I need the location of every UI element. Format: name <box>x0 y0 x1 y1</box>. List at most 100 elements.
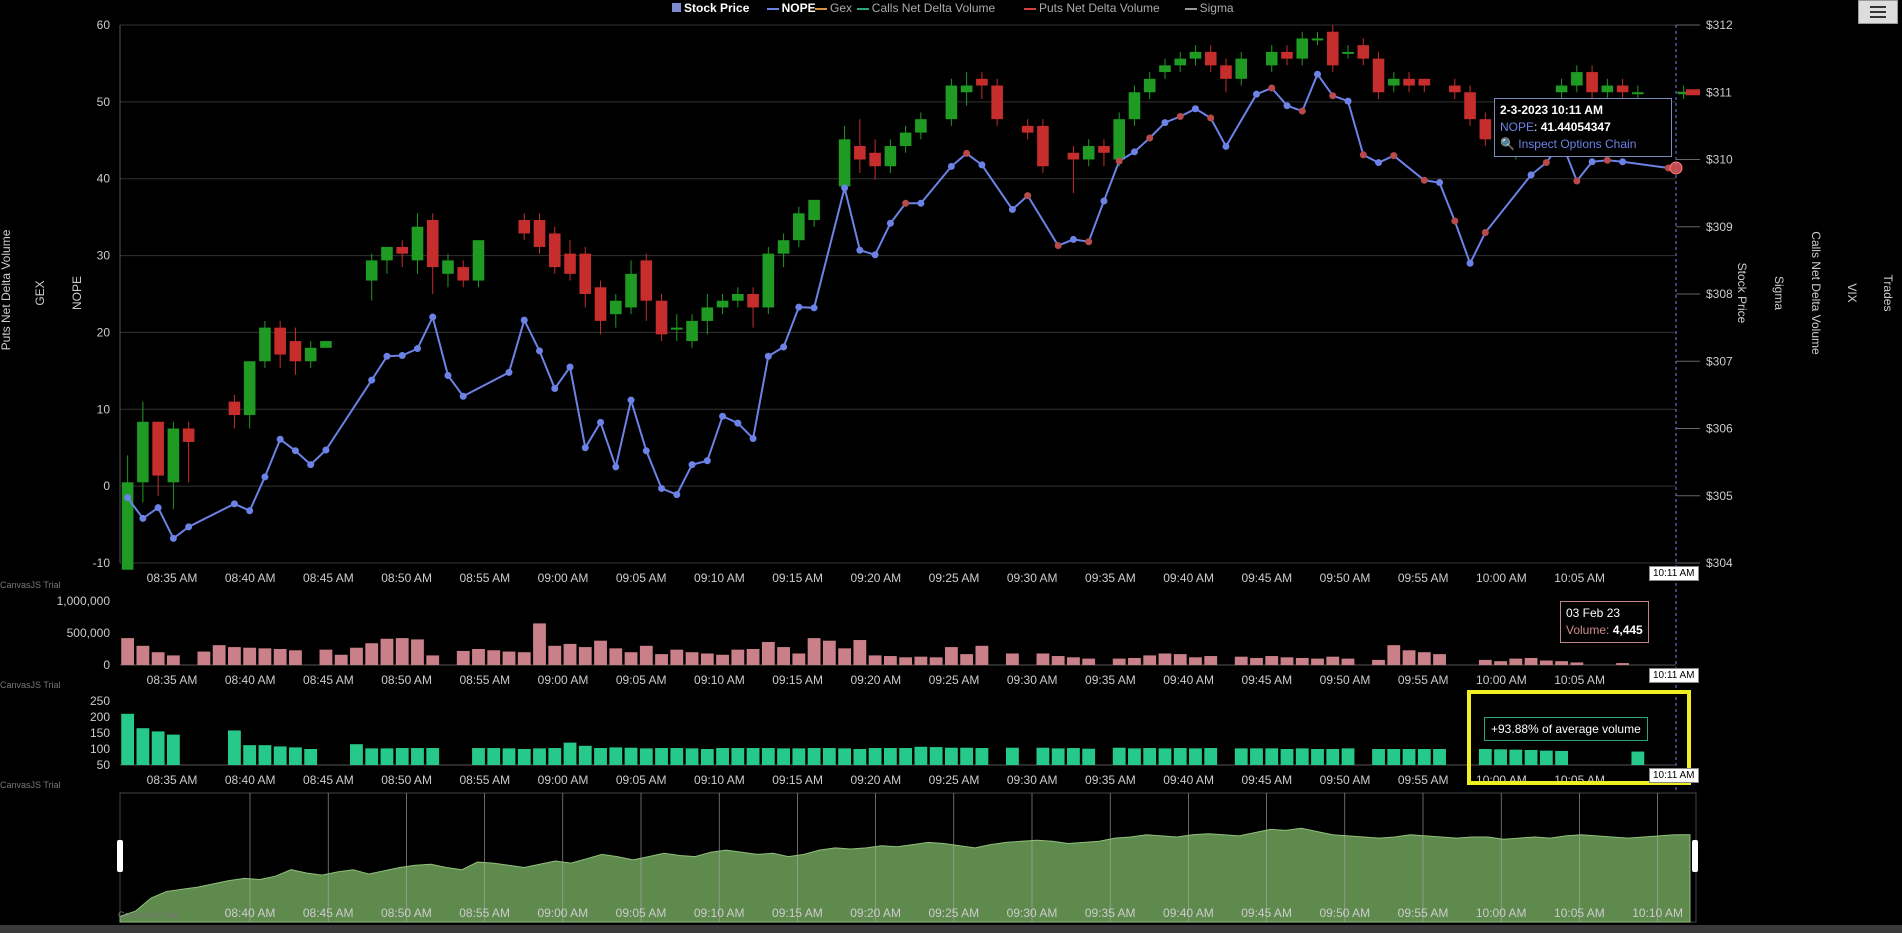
candle-body <box>1479 119 1492 140</box>
legend-item-stock-price[interactable]: Stock Price <box>672 1 749 15</box>
candle-body <box>991 85 1003 120</box>
volume-bar <box>761 641 775 665</box>
nope-point <box>1466 259 1474 267</box>
axis-title-left: NOPE <box>70 276 84 310</box>
trades-bar <box>1494 749 1507 765</box>
trades-bar <box>1326 749 1340 765</box>
legend-item-sigma[interactable]: Sigma <box>1184 1 1234 15</box>
candle-body <box>747 294 759 308</box>
x-tick-label: 09:20 AM <box>850 673 901 687</box>
nope-point <box>1176 112 1184 120</box>
menu-line-icon <box>1870 16 1886 18</box>
nope-point <box>642 447 650 455</box>
candle-body <box>381 246 393 261</box>
nope-point <box>1222 142 1230 150</box>
navigator-tick-label: 09:30 AM <box>1007 906 1058 920</box>
candle-body <box>1616 85 1629 93</box>
candle-body <box>869 152 881 167</box>
volume-bar <box>121 638 135 665</box>
bottom-scrollbar[interactable] <box>0 925 1902 933</box>
legend-label: Calls Net Delta Volume <box>871 1 996 15</box>
candle-body <box>899 132 912 147</box>
x-tick-label: 09:55 AM <box>1398 773 1449 787</box>
nope-point <box>810 304 818 312</box>
navigator-tick-label: 08:50 AM <box>381 906 432 920</box>
nope-point <box>429 313 437 321</box>
y2-tick-label: $307 <box>1706 354 1733 368</box>
candle-body <box>411 226 424 261</box>
trades-y-tick: 50 <box>97 758 111 772</box>
legend-item-gex[interactable]: Gex <box>815 1 852 15</box>
nope-point <box>1252 90 1260 98</box>
volume-bar <box>1326 656 1340 665</box>
volume-tooltip-date: 03 Feb 23 <box>1566 606 1621 620</box>
nope-point <box>566 363 574 371</box>
candle-body <box>1342 51 1354 54</box>
nope-point <box>1603 156 1611 164</box>
candle-body <box>152 421 164 476</box>
trades-bar <box>1067 748 1080 765</box>
legend-label: Gex <box>830 1 853 15</box>
legend-item-nope[interactable]: NOPE <box>766 1 816 15</box>
x-tick-label: 08:50 AM <box>381 773 432 787</box>
legend-item-calls-net-delta-volume[interactable]: Calls Net Delta Volume <box>856 1 996 15</box>
nope-point <box>551 385 559 393</box>
y-tick-label: 10 <box>97 402 111 416</box>
volume-bar <box>700 653 714 665</box>
volume-bar <box>822 640 836 665</box>
trades-bar <box>1478 749 1492 765</box>
candle-body <box>777 240 790 254</box>
volume-bar <box>243 647 257 665</box>
legend-item-puts-net-delta-volume[interactable]: Puts Net Delta Volume <box>1024 1 1160 15</box>
legend-label: NOPE <box>781 1 816 15</box>
trades-bar <box>243 745 257 765</box>
candle-body <box>304 347 317 362</box>
nope-point <box>124 494 132 502</box>
nope-point <box>947 162 955 170</box>
volume-bar <box>350 647 363 665</box>
candle-body <box>686 320 698 342</box>
candle-body <box>457 267 470 281</box>
volume-bar <box>380 638 394 665</box>
nope-point <box>978 161 986 169</box>
trades-bar <box>1204 748 1218 765</box>
navigator-tick-label: 09:35 AM <box>1085 906 1136 920</box>
candle-body <box>1082 146 1095 160</box>
nope-point <box>749 434 757 442</box>
x-tick-label: 09:00 AM <box>538 673 589 687</box>
trades-bar <box>883 748 897 765</box>
x-tick-label: 09:40 AM <box>1163 571 1214 585</box>
nope-point <box>795 303 803 311</box>
nope-point <box>719 412 727 420</box>
volume-bar <box>1509 658 1523 665</box>
x-tick-label: 10:00 AM <box>1476 571 1527 585</box>
volume-bar <box>655 654 668 665</box>
y2-tick-label: $312 <box>1706 18 1733 32</box>
nope-point <box>688 461 696 469</box>
nope-point <box>459 392 467 400</box>
volume-bar <box>1143 655 1157 665</box>
y2-tick-label: $311 <box>1706 85 1732 99</box>
nope-point <box>963 149 971 157</box>
y-tick-label: 60 <box>97 18 111 32</box>
main-tooltip: 2-3-2023 10:11 AM NOPE: 41.44054347 🔍 In… <box>1494 98 1672 157</box>
x-tick-label: 08:45 AM <box>303 571 354 585</box>
volume-bar <box>899 657 913 665</box>
navigator-tick-label: 08:40 AM <box>225 906 276 920</box>
trades-bar <box>670 748 684 765</box>
trades-bar <box>1265 748 1279 765</box>
candle-body <box>1464 92 1476 120</box>
inspect-options-chain-link[interactable]: 🔍 Inspect Options Chain <box>1500 136 1666 153</box>
candle-body <box>442 260 454 274</box>
navigator-tick-label: 10:00 AM <box>1476 906 1527 920</box>
volume-y-tick: 500,000 <box>67 626 111 640</box>
x-tick-label: 09:50 AM <box>1320 773 1371 787</box>
candle-body <box>915 119 927 133</box>
chart-menu-button[interactable] <box>1858 0 1898 24</box>
candle-body <box>1296 38 1309 59</box>
candle-body <box>1601 85 1614 93</box>
nope-point <box>1329 92 1337 100</box>
candle-body <box>1021 125 1034 133</box>
candle-body <box>854 146 866 160</box>
